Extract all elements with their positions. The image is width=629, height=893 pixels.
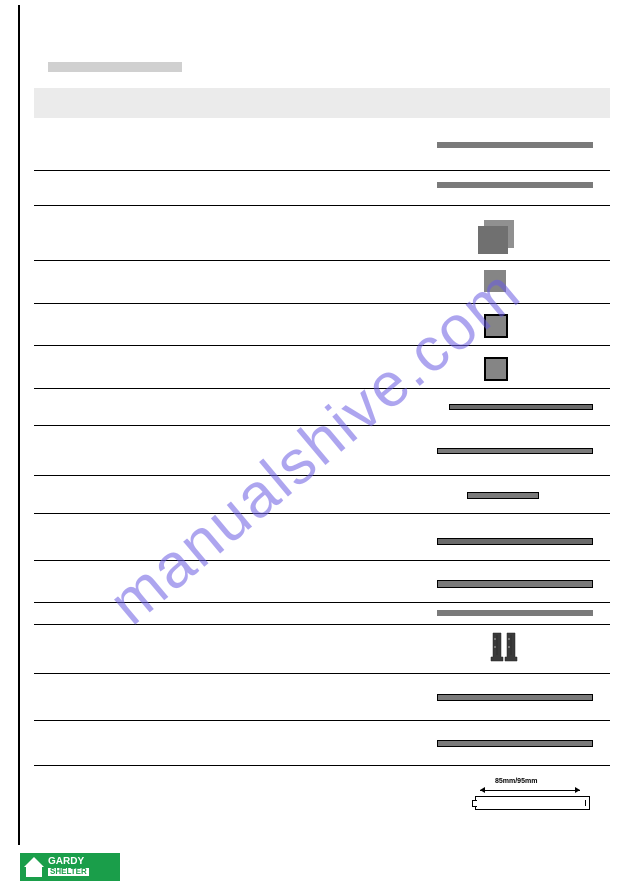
part-profile-bar (437, 610, 593, 616)
table-row-divider (34, 345, 610, 346)
part-profile-bar (437, 694, 593, 701)
part-panel-front (478, 226, 508, 254)
table-row-divider (34, 425, 610, 426)
table-row-divider (34, 560, 610, 561)
table-row-divider (34, 513, 610, 514)
part-cap-square (484, 270, 506, 292)
table-header (34, 88, 610, 118)
part-profile-bar (437, 448, 593, 454)
table-row-divider (34, 205, 610, 206)
part-profile-bar (437, 580, 593, 588)
post-anchor-icon (489, 631, 519, 663)
table-row-divider (34, 673, 610, 674)
part-profile-bar (467, 492, 539, 499)
part-profile-bar (437, 538, 593, 545)
floor-board-diagram: 85mm/95mm (475, 778, 595, 818)
table-row-divider (34, 170, 610, 171)
dimension-label: 85mm/95mm (495, 778, 537, 785)
logo-sub: SHELTER (48, 868, 89, 876)
logo-brand: GARDY (48, 856, 84, 867)
part-profile-bar (449, 404, 593, 410)
table-row-divider (34, 388, 610, 389)
part-cap-square (484, 357, 508, 381)
logo-text: GARDY SHELTER (48, 857, 89, 877)
title-placeholder (48, 62, 182, 72)
part-profile-bar (437, 142, 593, 148)
plank-profile (475, 796, 590, 810)
house-icon (24, 857, 44, 877)
dimension-arrow (480, 790, 580, 791)
part-profile-bar (437, 182, 593, 188)
brand-logo: GARDY SHELTER (20, 853, 120, 881)
table-row-divider (34, 720, 610, 721)
table-row-divider (34, 260, 610, 261)
part-profile-bar (437, 740, 593, 747)
table-row-divider (34, 475, 610, 476)
table-row-divider (34, 303, 610, 304)
part-cap-square (484, 314, 508, 338)
table-row-divider (34, 624, 610, 625)
table-row-divider (34, 602, 610, 603)
table-row-divider (34, 765, 610, 766)
